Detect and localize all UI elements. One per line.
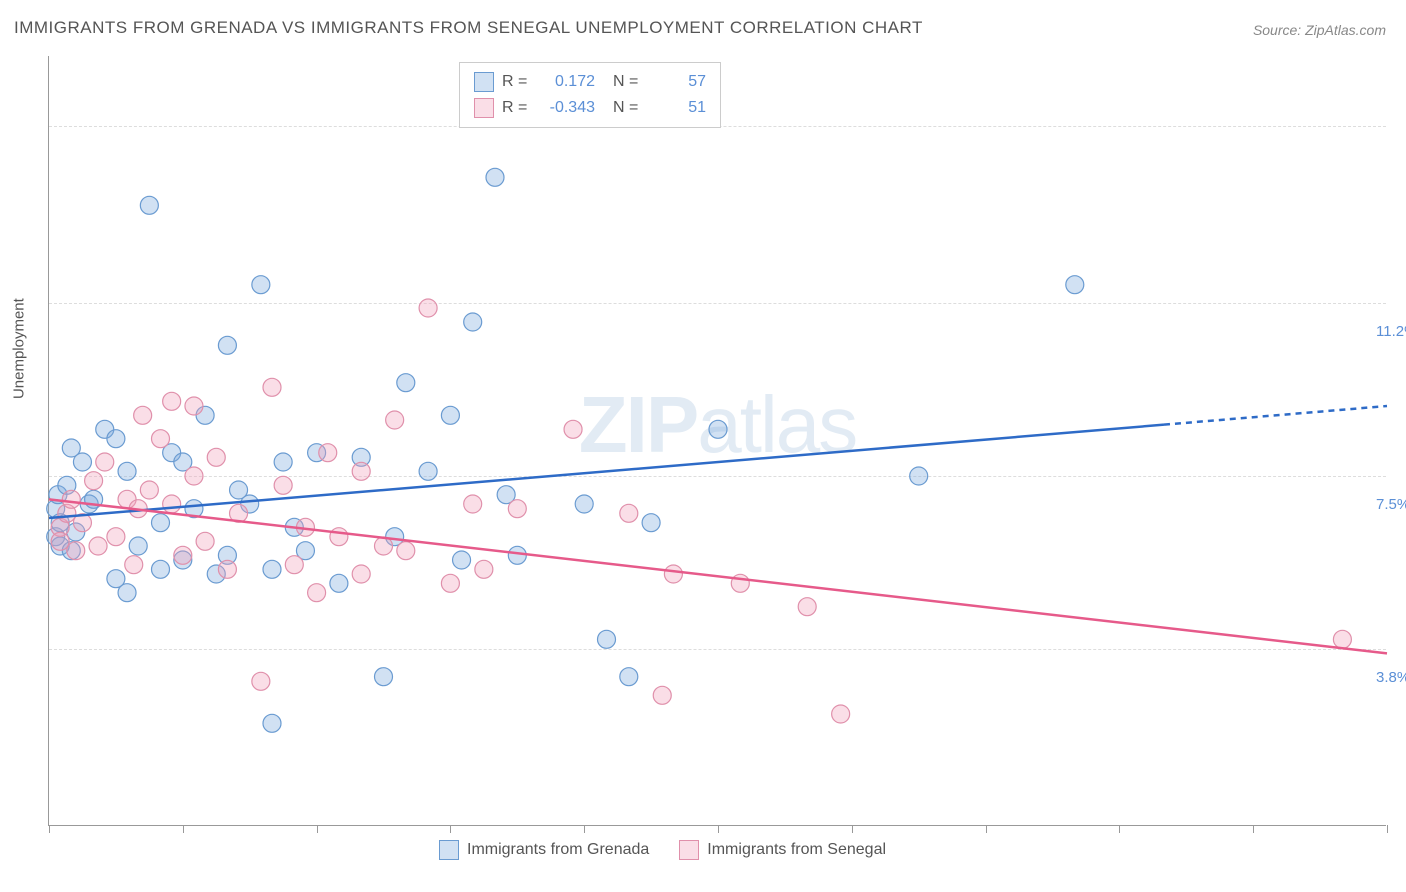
data-point <box>419 299 437 317</box>
data-point <box>252 276 270 294</box>
data-point <box>263 714 281 732</box>
data-point <box>274 453 292 471</box>
data-point <box>96 453 114 471</box>
data-point <box>330 574 348 592</box>
data-point <box>163 392 181 410</box>
data-point <box>85 472 103 490</box>
data-point <box>67 542 85 560</box>
data-point <box>464 313 482 331</box>
data-point <box>274 476 292 494</box>
x-tick <box>718 825 719 833</box>
data-point <box>330 528 348 546</box>
data-point <box>575 495 593 513</box>
data-point <box>73 453 91 471</box>
data-point <box>508 500 526 518</box>
data-point <box>653 686 671 704</box>
legend-item-senegal: Immigrants from Senegal <box>679 840 886 860</box>
chart-title: IMMIGRANTS FROM GRENADA VS IMMIGRANTS FR… <box>14 18 923 38</box>
data-point <box>252 672 270 690</box>
data-point <box>453 551 471 569</box>
data-point <box>107 430 125 448</box>
data-point <box>129 537 147 555</box>
data-point <box>910 467 928 485</box>
x-tick <box>1387 825 1388 833</box>
data-point <box>152 514 170 532</box>
data-point <box>664 565 682 583</box>
x-tick <box>986 825 987 833</box>
data-point <box>352 462 370 480</box>
data-point <box>140 196 158 214</box>
data-point <box>134 406 152 424</box>
data-point <box>89 537 107 555</box>
data-point <box>642 514 660 532</box>
data-point <box>207 448 225 466</box>
data-point <box>185 397 203 415</box>
data-point <box>709 420 727 438</box>
data-point <box>352 565 370 583</box>
data-point <box>386 411 404 429</box>
series-name-grenada: Immigrants from Grenada <box>467 841 649 859</box>
x-tick <box>1253 825 1254 833</box>
data-point <box>564 420 582 438</box>
data-point <box>464 495 482 513</box>
data-point <box>163 495 181 513</box>
data-point <box>598 630 616 648</box>
legend-item-grenada: Immigrants from Grenada <box>439 840 649 860</box>
series-name-senegal: Immigrants from Senegal <box>707 841 886 859</box>
data-point <box>196 532 214 550</box>
x-tick <box>450 825 451 833</box>
x-tick <box>584 825 585 833</box>
data-point <box>125 556 143 574</box>
data-point <box>620 668 638 686</box>
data-point <box>263 560 281 578</box>
data-point <box>620 504 638 522</box>
data-point <box>308 584 326 602</box>
data-point <box>62 490 80 508</box>
trend-line-extrapolated <box>1164 406 1387 425</box>
data-point <box>263 378 281 396</box>
data-point <box>140 481 158 499</box>
x-tick <box>49 825 50 833</box>
x-tick <box>1119 825 1120 833</box>
trend-line <box>49 425 1164 518</box>
data-point <box>441 406 459 424</box>
scatter-svg <box>49 56 1386 825</box>
plot-area: Unemployment ZIPatlas 3.8%7.5%11.2% R = … <box>48 56 1386 826</box>
data-point <box>152 430 170 448</box>
data-point <box>319 444 337 462</box>
source-attribution: Source: ZipAtlas.com <box>1253 22 1386 38</box>
data-point <box>107 528 125 546</box>
data-point <box>118 584 136 602</box>
x-tick <box>317 825 318 833</box>
series-legend: Immigrants from Grenada Immigrants from … <box>439 840 886 860</box>
data-point <box>118 462 136 480</box>
data-point <box>1066 276 1084 294</box>
data-point <box>218 336 236 354</box>
x-tick <box>183 825 184 833</box>
data-point <box>397 374 415 392</box>
swatch-senegal <box>679 840 699 860</box>
data-point <box>375 668 393 686</box>
data-point <box>174 546 192 564</box>
data-point <box>486 168 504 186</box>
data-point <box>441 574 459 592</box>
swatch-grenada <box>439 840 459 860</box>
data-point <box>51 532 69 550</box>
data-point <box>218 560 236 578</box>
data-point <box>1333 630 1351 648</box>
x-tick <box>852 825 853 833</box>
data-point <box>185 467 203 485</box>
data-point <box>798 598 816 616</box>
data-point <box>397 542 415 560</box>
data-point <box>475 560 493 578</box>
data-point <box>152 560 170 578</box>
data-point <box>508 546 526 564</box>
y-axis-title: Unemployment <box>11 298 28 399</box>
data-point <box>285 556 303 574</box>
trend-line <box>49 499 1387 653</box>
data-point <box>419 462 437 480</box>
data-point <box>832 705 850 723</box>
